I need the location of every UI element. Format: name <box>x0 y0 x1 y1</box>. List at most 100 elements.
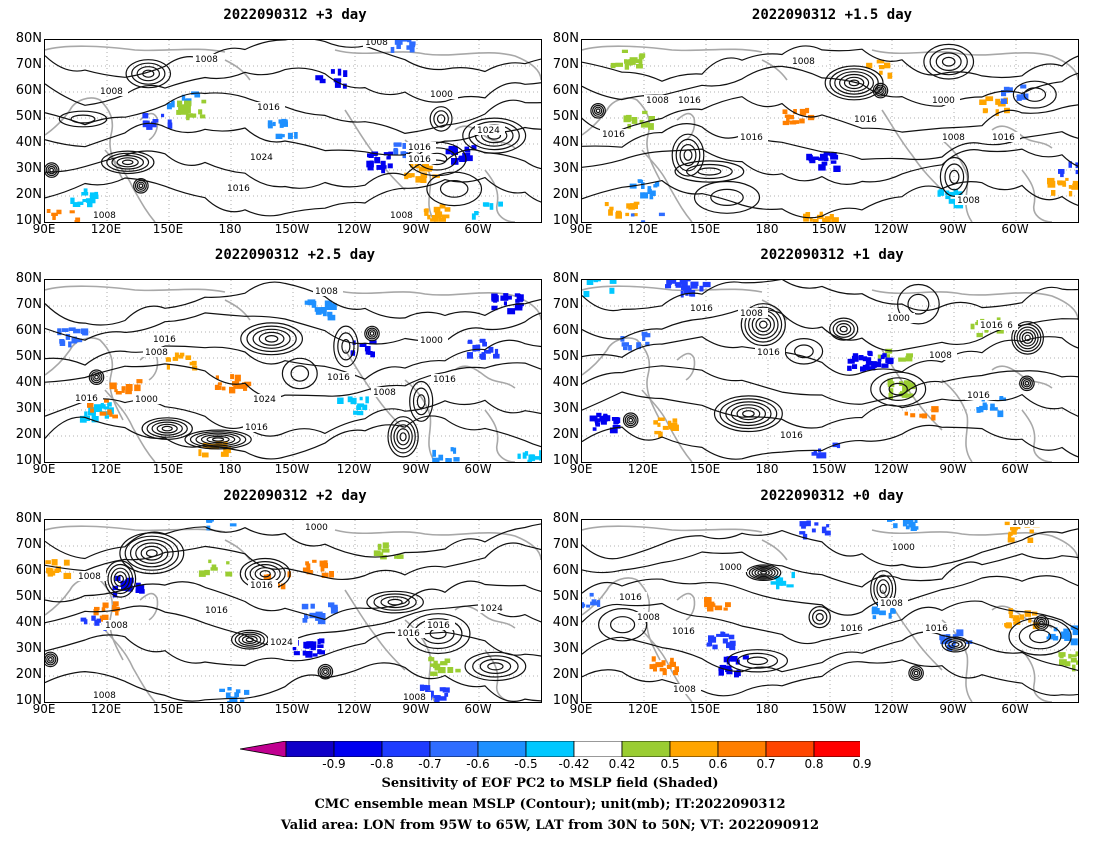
lon-label: 60W <box>464 702 492 716</box>
contour-label: 1000 <box>892 543 915 553</box>
lat-label: 20N <box>552 667 579 682</box>
mslp-contours <box>582 528 1078 697</box>
panel-title-2: 2022090312 +2.5 day <box>214 247 376 263</box>
contour-label-bg <box>406 142 436 152</box>
contour-label: 1000 <box>420 336 443 346</box>
contour-label: 1008 <box>390 211 413 221</box>
contour-label-bg <box>1010 520 1040 527</box>
colorbar-tick-label: -0.42 <box>558 757 590 771</box>
sensitivity-shading <box>46 40 503 222</box>
colorbar-tick-label: 0.42 <box>608 757 636 771</box>
contour-label: 1016 <box>690 304 713 314</box>
lon-label: 150W <box>811 222 847 236</box>
contour-label-bg <box>635 612 665 622</box>
contour-label-bg <box>965 390 995 400</box>
contour-label-bg <box>225 183 255 193</box>
lat-label: 70N <box>15 57 42 72</box>
contour-label-bg <box>838 623 868 633</box>
colorbar-tick-label: -0.7 <box>418 757 442 771</box>
lon-label: 90E <box>32 222 56 236</box>
contour-label-bg <box>313 286 343 296</box>
lon-label: 90E <box>569 462 593 476</box>
contour-label: 1016 <box>227 184 250 194</box>
contour-label-bg <box>425 620 455 630</box>
lat-label: 30N <box>552 401 579 416</box>
lon-label: 60W <box>464 222 492 236</box>
graticule <box>582 520 1078 702</box>
lat-label: 80N <box>15 511 42 526</box>
contour-label: 1016 <box>408 143 431 153</box>
lat-label: 40N <box>552 375 579 390</box>
lat-label: 40N <box>15 615 42 630</box>
lat-label: 20N <box>15 427 42 442</box>
contour-label: 1008 <box>93 211 116 221</box>
lat-label: 10N <box>552 693 579 708</box>
graticule <box>45 40 541 222</box>
contour-label: 1008 <box>646 96 669 106</box>
map-canvas-4: 1000 1008 1016 1016 1008 1024 1016 1016 1024 1008… <box>45 520 541 702</box>
contour-label: 1024 <box>250 153 273 163</box>
contour-label: 1024 <box>477 126 500 136</box>
lat-label: 10N <box>552 453 579 468</box>
map-panel-0: 1008 1008 1008 1016 1000 1024 1024 1016 1016 1016… <box>44 39 542 223</box>
contour-label-bg <box>76 571 106 581</box>
colorbar-tick-label: 0.5 <box>660 757 680 771</box>
lat-label: 70N <box>15 537 42 552</box>
lat-label: 30N <box>15 641 42 656</box>
map-panel-1: 1008 1016 1008 1016 1016 1000 1016 1008 1016 1008 <box>581 39 1079 223</box>
lon-label: 60W <box>464 462 492 476</box>
contour-label-bg <box>98 86 128 96</box>
panel-title-4: 2022090312 +2 day <box>223 488 367 504</box>
colorbar-tick-label: -0.6 <box>466 757 490 771</box>
lat-label: 60N <box>552 323 579 338</box>
contour-label-bg <box>688 303 718 313</box>
contour-label: 1016 <box>205 606 228 616</box>
contour-label-bg <box>151 334 181 344</box>
colorbar-swatch <box>621 740 671 758</box>
contour-label: 1008 <box>637 613 660 623</box>
contour-label: 1008 <box>373 388 396 398</box>
lon-label: 150E <box>152 702 184 716</box>
lon-label: 150E <box>689 462 721 476</box>
contour-label-bg <box>778 430 808 440</box>
contour-label-bg <box>363 40 393 47</box>
lon-label: 120E <box>90 222 122 236</box>
contour-label: 1016 <box>75 394 98 404</box>
lon-label: 90W <box>402 462 430 476</box>
lat-label: 20N <box>552 427 579 442</box>
lat-label: 60N <box>15 323 42 338</box>
contour-label: 1016 <box>840 624 863 634</box>
lon-label: 180 <box>755 702 779 716</box>
lon-label: 120W <box>873 222 909 236</box>
lon-label: 180 <box>218 462 242 476</box>
contour-label: 1016 <box>925 624 948 634</box>
contour-label-bg <box>475 125 505 135</box>
lat-label: 50N <box>15 109 42 124</box>
lon-label: 90W <box>939 702 967 716</box>
colorbar-low-extend <box>239 740 287 758</box>
lon-label: 150E <box>152 462 184 476</box>
contour-label-bg <box>717 562 747 572</box>
lon-label: 180 <box>755 222 779 236</box>
lon-label: 120E <box>627 702 659 716</box>
contour-label: 1008 <box>100 87 123 97</box>
map-canvas-2: 1008 1016 1008 1000 1016 1000 1016 1016 1008 1024… <box>45 280 541 462</box>
lat-label: 20N <box>15 667 42 682</box>
lat-label: 80N <box>15 271 42 286</box>
contour-label: 1016 <box>757 348 780 358</box>
colorbar-swatch <box>717 740 767 758</box>
lat-label: 60N <box>15 83 42 98</box>
contour-label-bg <box>91 210 121 220</box>
contour-label: 1008 <box>78 572 101 582</box>
contour-label-bg <box>73 393 103 403</box>
lat-label: 50N <box>15 589 42 604</box>
contour-label-bg <box>268 637 298 647</box>
lat-label: 10N <box>15 213 42 228</box>
contour-label-bg <box>644 95 674 105</box>
sensitivity-shading <box>583 280 1006 459</box>
colorbar-swatch <box>525 740 575 758</box>
panel-title-5: 2022090312 +0 day <box>760 488 904 504</box>
lon-label: 120W <box>336 702 372 716</box>
contour-label: 1008 <box>942 133 965 143</box>
contour-label-bg <box>418 335 448 345</box>
